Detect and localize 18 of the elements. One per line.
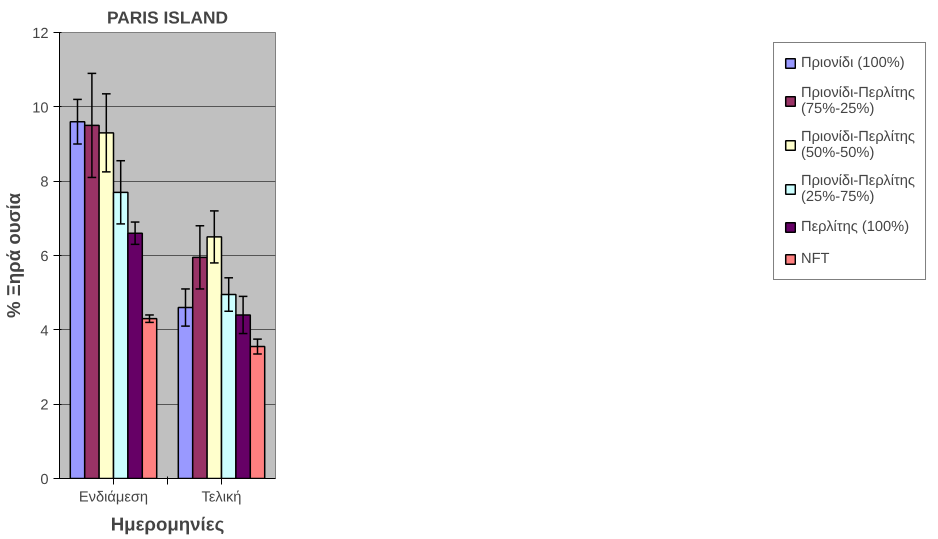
legend-label: Πριονίδι-Περλίτης (50%-50%): [801, 129, 915, 161]
legend-label: Πριονίδι (100%): [801, 54, 905, 73]
y-tick-label: 12: [32, 26, 49, 42]
legend-label: NFT: [801, 250, 830, 269]
y-tick-label: 2: [40, 398, 49, 414]
x-tick-label: Ενδιάμεση: [78, 490, 148, 506]
x-tick-label: Τελική: [202, 490, 242, 506]
chart-title: PARIS ISLAND: [107, 8, 228, 28]
legend-label: Περλίτης (100%): [801, 218, 910, 237]
y-tick-label: 8: [40, 174, 49, 191]
y-tick-label: 6: [40, 249, 49, 265]
y-tick-label: 4: [40, 323, 49, 340]
x-axis-title: Ημερομηνίες: [110, 514, 224, 534]
y-tick-label: 10: [32, 100, 49, 116]
legend-label: Πριονίδι-Περλίτης (75%-25%): [801, 85, 915, 117]
y-tick-label: 0: [40, 472, 49, 488]
legend-label: Πριονίδι-Περλίτης (25%-75%): [801, 173, 915, 205]
y-axis-title: % Ξηρά ουσία: [3, 192, 24, 318]
